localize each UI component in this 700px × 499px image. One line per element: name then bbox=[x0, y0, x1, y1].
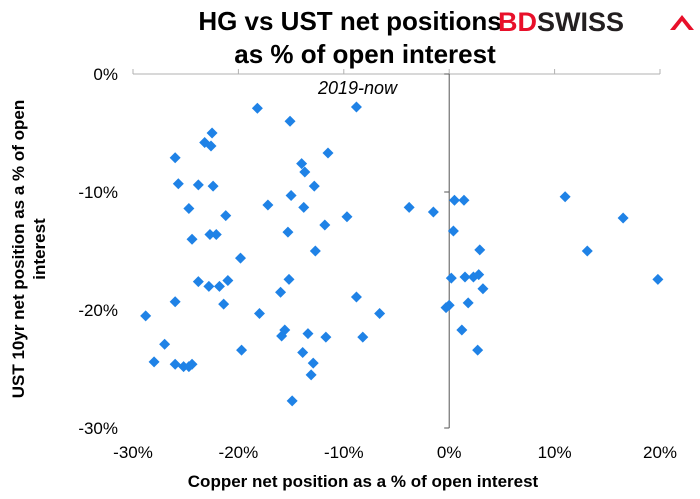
data-point bbox=[652, 273, 664, 285]
data-point bbox=[286, 395, 298, 407]
x-tick-label: 20% bbox=[643, 443, 677, 462]
data-point bbox=[159, 338, 171, 350]
data-point bbox=[204, 228, 216, 240]
data-point bbox=[309, 245, 321, 257]
data-point bbox=[169, 296, 181, 308]
data-point bbox=[207, 180, 219, 192]
data-point bbox=[203, 280, 215, 292]
data-point bbox=[298, 201, 310, 213]
y-tick-label: -30% bbox=[78, 419, 118, 438]
data-point bbox=[459, 271, 471, 283]
data-point bbox=[319, 219, 331, 231]
data-point bbox=[445, 272, 457, 284]
data-point bbox=[322, 147, 334, 159]
data-point bbox=[285, 190, 297, 202]
data-point bbox=[305, 369, 317, 381]
data-point bbox=[357, 331, 369, 343]
data-point bbox=[205, 140, 217, 152]
data-points bbox=[140, 101, 664, 407]
data-point bbox=[474, 244, 486, 256]
data-point bbox=[284, 115, 296, 127]
data-point bbox=[302, 328, 314, 340]
y-axis-ticks: 0% -10% -20% -30% bbox=[78, 65, 450, 438]
data-point bbox=[262, 199, 274, 211]
data-point bbox=[307, 357, 319, 369]
data-point bbox=[276, 330, 288, 342]
data-point bbox=[186, 233, 198, 245]
x-tick-label: 10% bbox=[538, 443, 572, 462]
data-point bbox=[222, 275, 234, 286]
data-point bbox=[253, 308, 265, 320]
logo-text-swiss: SWISS bbox=[537, 7, 624, 37]
data-point bbox=[341, 211, 353, 223]
data-point bbox=[169, 358, 181, 370]
bdswiss-logo: BDSWISS bbox=[498, 7, 694, 37]
chart-subtitle: 2019-now bbox=[317, 78, 398, 98]
data-point bbox=[296, 158, 308, 170]
data-point bbox=[148, 356, 160, 368]
logo-text-bd: BD bbox=[498, 7, 537, 37]
chart-title-line-1: HG vs UST net positions bbox=[198, 6, 501, 36]
data-point bbox=[213, 280, 225, 292]
svg-text:BDSWISS: BDSWISS bbox=[498, 7, 624, 37]
data-point bbox=[456, 324, 468, 336]
data-point bbox=[220, 210, 232, 222]
data-point bbox=[297, 346, 309, 358]
data-point bbox=[462, 297, 474, 309]
data-point bbox=[427, 206, 439, 218]
data-point bbox=[559, 191, 571, 203]
y-axis-title-line-2: interest bbox=[30, 218, 49, 280]
x-axis-title: Copper net position as a % of open inter… bbox=[188, 472, 539, 491]
data-point bbox=[275, 286, 287, 298]
data-point bbox=[169, 152, 181, 164]
y-tick-label: 0% bbox=[93, 65, 118, 84]
data-point bbox=[283, 273, 295, 285]
data-point bbox=[374, 308, 386, 320]
data-point bbox=[448, 194, 460, 206]
data-point bbox=[218, 298, 230, 310]
data-point bbox=[183, 361, 195, 373]
axes: -30% -20% -10% 0% 10% 20% 0% -10% -20% -30% bbox=[78, 65, 677, 462]
chart-title-line-2: as % of open interest bbox=[234, 39, 496, 69]
data-point bbox=[447, 225, 459, 237]
data-point bbox=[617, 212, 629, 224]
data-point bbox=[350, 101, 362, 113]
logo-chevron-icon bbox=[670, 15, 694, 30]
x-tick-label: -20% bbox=[219, 443, 259, 462]
x-axis-ticks: -30% -20% -10% 0% 10% 20% bbox=[113, 69, 677, 462]
data-point bbox=[192, 276, 204, 288]
data-point bbox=[320, 331, 332, 343]
data-point bbox=[477, 283, 489, 295]
data-point bbox=[581, 245, 593, 257]
data-point bbox=[308, 180, 320, 192]
data-point bbox=[235, 252, 247, 264]
data-point bbox=[251, 102, 263, 114]
x-tick-label: -10% bbox=[324, 443, 364, 462]
data-point bbox=[440, 302, 452, 314]
y-tick-label: -10% bbox=[78, 183, 118, 202]
data-point bbox=[192, 179, 204, 191]
y-axis-title-line-1: UST 10yr net position as a % of open bbox=[9, 100, 28, 399]
data-point bbox=[458, 194, 470, 206]
x-tick-label: 0% bbox=[437, 443, 462, 462]
data-point bbox=[206, 127, 218, 139]
data-point bbox=[472, 344, 484, 356]
y-tick-label: -20% bbox=[78, 301, 118, 320]
data-point bbox=[172, 178, 184, 190]
data-point bbox=[282, 226, 294, 238]
data-point bbox=[299, 166, 311, 178]
data-point bbox=[473, 269, 485, 281]
data-point bbox=[236, 344, 248, 356]
data-point bbox=[403, 201, 415, 213]
data-point bbox=[350, 291, 362, 303]
x-tick-label: -30% bbox=[113, 443, 153, 462]
data-point bbox=[183, 203, 195, 215]
data-point bbox=[140, 310, 152, 322]
data-point bbox=[210, 228, 222, 240]
